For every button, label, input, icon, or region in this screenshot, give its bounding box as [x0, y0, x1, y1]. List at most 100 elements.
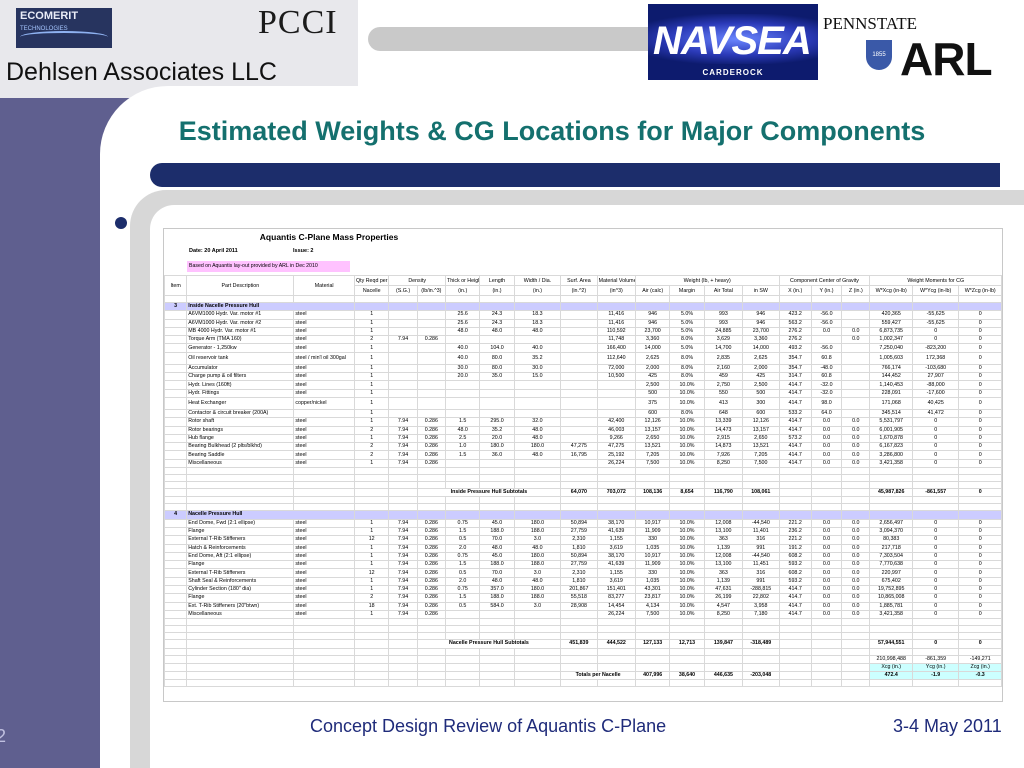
- empty-cell: [596, 301, 636, 312]
- empty-cell: [596, 662, 636, 673]
- table-cell: 10.0%: [669, 609, 705, 620]
- table-cell: 0: [958, 593, 1002, 603]
- table-cell: Oil reservoir tank: [186, 351, 295, 365]
- table-cell: [513, 388, 562, 398]
- empty-cell: [164, 503, 188, 512]
- empty-cell: [958, 510, 1002, 520]
- table-cell: 46,003: [596, 425, 636, 435]
- subtotal-value: 451,839: [560, 639, 598, 649]
- table-cell: 27,907: [911, 372, 960, 382]
- table-row: Heat Exchanger copper/nickel 1 375 10.0% 413 3…: [164, 396, 1002, 410]
- table-cell: 0.286: [416, 609, 446, 620]
- table-cell: [164, 609, 188, 620]
- empty-cell: [810, 671, 843, 681]
- table-cell: 1: [354, 458, 390, 469]
- table-cell: 584.0: [479, 601, 515, 611]
- empty-cell: [560, 503, 598, 512]
- table-cell: 3.0: [513, 535, 562, 545]
- table-cell: 563.2: [778, 318, 812, 328]
- table-cell: 7,770,638: [869, 560, 913, 570]
- table-row: Contactor & circuit breaker (200A) 1 600 8.…: [164, 408, 1002, 419]
- table-cell: 0: [958, 551, 1002, 562]
- subtotal-value: -318,489: [742, 639, 780, 649]
- table-cell: 1.0: [444, 442, 481, 452]
- table-cell: 6,873,735: [869, 326, 913, 337]
- empty-cell: [444, 632, 481, 641]
- empty-cell: [742, 647, 780, 656]
- table-cell: 2,915: [703, 433, 744, 444]
- table-cell: 20.0: [444, 372, 481, 382]
- table-cell: 10,917: [634, 551, 671, 562]
- empty-cell: [354, 632, 390, 641]
- table-cell: 11,416: [596, 318, 636, 328]
- table-cell: 60.8: [810, 372, 843, 382]
- empty-cell: [416, 301, 446, 312]
- table-cell: [164, 433, 188, 444]
- table-cell: 0.0: [841, 433, 871, 444]
- slide-number: 2: [0, 726, 7, 746]
- table-cell: 1: [354, 351, 390, 365]
- table-cell: 593.2: [778, 560, 812, 570]
- column-subheader: Air (calc): [634, 285, 671, 296]
- empty-cell: [911, 496, 960, 505]
- table-row: Rotor shaft steel 1 7.94 0.286 1.5 295.0 32.0 42…: [164, 417, 1002, 427]
- table-cell: 2,650: [742, 433, 780, 444]
- table-cell: 48.0: [513, 450, 562, 460]
- table-cell: 5.0%: [669, 310, 705, 320]
- table-cell: 151,401: [596, 584, 636, 595]
- table-cell: [841, 388, 871, 398]
- table-cell: 0.0: [810, 417, 843, 427]
- table-cell: [293, 408, 356, 419]
- table-cell: [596, 380, 636, 390]
- empty-cell: [841, 474, 871, 483]
- empty-cell: [703, 632, 744, 641]
- table-cell: steel: [293, 318, 356, 328]
- table-cell: 43,301: [634, 584, 671, 595]
- table-cell: 2,500: [634, 380, 671, 390]
- empty-cell: [911, 647, 960, 656]
- table-cell: steel: [293, 326, 356, 337]
- subtotal-value: 108,061: [742, 488, 780, 498]
- empty-cell: [444, 301, 481, 312]
- table-cell: 11,401: [742, 526, 780, 537]
- table-cell: 16,795: [560, 450, 598, 460]
- table-cell: 420,365: [869, 310, 913, 320]
- column-subheader: W*Ycg (in-lb): [911, 285, 960, 296]
- table-cell: 0: [958, 458, 1002, 469]
- table-cell: 217,718: [869, 543, 913, 553]
- table-cell: 414.7: [778, 417, 812, 427]
- table-cell: 414.7: [778, 593, 812, 603]
- table-cell: 10.0%: [669, 450, 705, 460]
- table-cell: [416, 380, 446, 390]
- section-row: 4 Nacelle Pressure Hull: [164, 510, 1002, 520]
- table-cell: 0.0: [841, 526, 871, 537]
- empty-cell: [388, 295, 418, 303]
- table-cell: External T-Rib Stiffeners: [186, 535, 295, 545]
- empty-cell: [810, 488, 843, 498]
- table-cell: 24.3: [479, 318, 515, 328]
- table-cell: 201,867: [560, 584, 598, 595]
- table-cell: [560, 310, 598, 320]
- table-cell: 0.0: [810, 576, 843, 587]
- table-cell: 55,518: [560, 593, 598, 603]
- empty-cell: [810, 295, 843, 303]
- empty-cell: [479, 625, 515, 634]
- column-subheader: (in^3): [596, 285, 636, 296]
- empty-cell: [444, 496, 481, 505]
- empty-cell: [560, 295, 598, 303]
- table-cell: 8.0%: [669, 335, 705, 345]
- table-cell: 2,500: [742, 380, 780, 390]
- table-cell: Miscellaneous: [186, 458, 295, 469]
- table-cell: steel: [293, 609, 356, 620]
- empty-cell: [354, 625, 390, 634]
- empty-cell: [416, 647, 446, 656]
- table-cell: [479, 335, 515, 345]
- empty-cell: [416, 496, 446, 505]
- table-cell: 48.0: [513, 326, 562, 337]
- empty-cell: [560, 301, 598, 312]
- table-cell: 10.0%: [669, 543, 705, 553]
- table-cell: 0.0: [841, 601, 871, 611]
- table-cell: [164, 388, 188, 398]
- table-cell: [164, 310, 188, 320]
- empty-cell: [911, 474, 960, 483]
